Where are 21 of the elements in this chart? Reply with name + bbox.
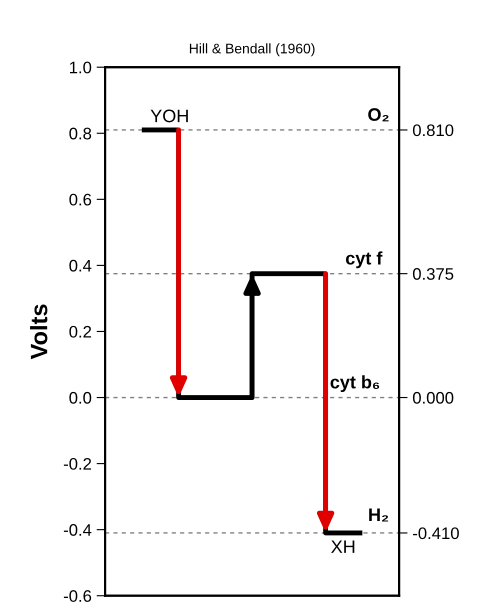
y2-tick-label: 0.000 bbox=[412, 392, 454, 404]
annotation: YOH bbox=[150, 110, 188, 122]
annotation: cyt f bbox=[346, 251, 382, 268]
chart-title: Hill & Bendall (1960) bbox=[190, 43, 315, 56]
annotation: cyt b₆ bbox=[330, 375, 380, 392]
y2-tick-label: -0.410 bbox=[413, 527, 459, 540]
y-tick-label: -0.6 bbox=[64, 590, 92, 602]
y-tick-label: 0.2 bbox=[69, 326, 92, 338]
annotation: XH bbox=[331, 540, 354, 553]
annotation: H₂ bbox=[369, 508, 388, 522]
y-tick-label: 0.8 bbox=[69, 128, 92, 140]
y-tick-label: 0.0 bbox=[69, 392, 92, 404]
y-tick-label: 1.0 bbox=[70, 62, 92, 74]
y2-tick-label: 0.375 bbox=[412, 268, 454, 280]
y-tick-label: -0.2 bbox=[64, 458, 92, 470]
y-tick-label: -0.4 bbox=[64, 524, 92, 536]
y-tick-label: 0.4 bbox=[69, 260, 92, 272]
y2-tick-label: 0.810 bbox=[412, 124, 454, 136]
y-tick-label: 0.6 bbox=[69, 194, 92, 206]
annotation: O₂ bbox=[368, 108, 389, 122]
y-axis-title: Volts bbox=[30, 304, 48, 360]
